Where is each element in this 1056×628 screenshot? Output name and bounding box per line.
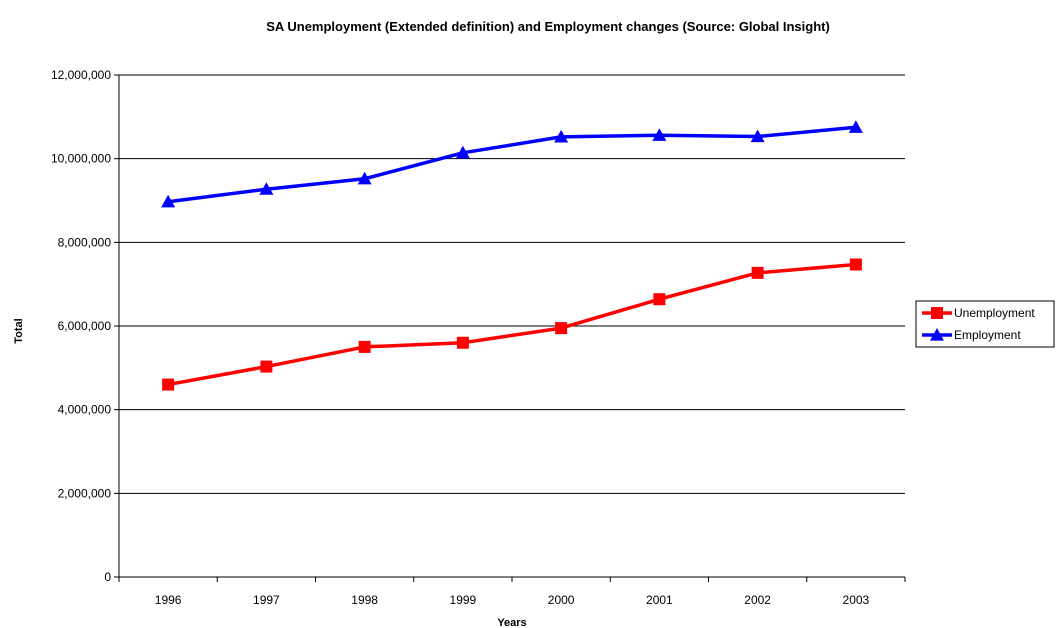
x-tick-label: 1997 [253,593,280,607]
x-axis-title: Years [497,617,526,628]
y-tick-label: 2,000,000 [58,486,112,500]
x-tick-label: 1998 [351,593,378,607]
legend-label: Unemployment [954,306,1035,320]
data-point [259,182,274,195]
series-line [167,262,857,387]
y-axis-title: Total [13,318,25,343]
x-tick-label: 1999 [450,593,477,607]
data-point [555,322,568,335]
data-point [357,171,372,185]
data-point [260,360,273,373]
data-point [161,194,176,208]
data-point [848,120,863,133]
legend-item-employment: Employment [922,328,1021,342]
data-point [849,258,862,271]
data-point [750,129,765,143]
series-employment [161,120,863,208]
x-tick-label: 1996 [155,593,182,607]
y-tick-label: 0 [104,570,111,584]
x-tick-label: 2001 [646,593,673,607]
data-point [554,129,569,143]
data-point [653,293,666,306]
data-point [456,336,469,349]
y-tick-label: 6,000,000 [58,319,112,333]
legend-label: Employment [954,328,1021,342]
x-tick-label: 2000 [548,593,575,607]
y-tick-label: 8,000,000 [58,235,112,249]
legend-swatch-marker [931,307,943,319]
chart-title: SA Unemployment (Extended definition) an… [266,19,830,34]
data-point [751,266,764,279]
data-point [358,340,371,353]
series-unemployment [162,258,862,391]
legend-swatch-marker [930,328,944,341]
gridlines [119,74,905,494]
y-tick-label: 10,000,000 [51,152,111,166]
data-point [455,145,470,159]
x-tick-label: 2003 [843,593,870,607]
legend-item-unemployment: Unemployment [922,306,1035,320]
y-tick-label: 12,000,000 [51,68,111,82]
series-line [167,125,857,204]
series-layer [161,120,863,391]
x-tick-label: 2002 [744,593,771,607]
y-tick-label: 4,000,000 [58,403,112,417]
data-point [652,128,667,141]
legend: Unemployment Employment [915,300,1055,348]
data-point [162,378,175,391]
axes: 0 2,000,000 4,000,000 6,000,000 8,000,000 10,… [51,68,906,607]
